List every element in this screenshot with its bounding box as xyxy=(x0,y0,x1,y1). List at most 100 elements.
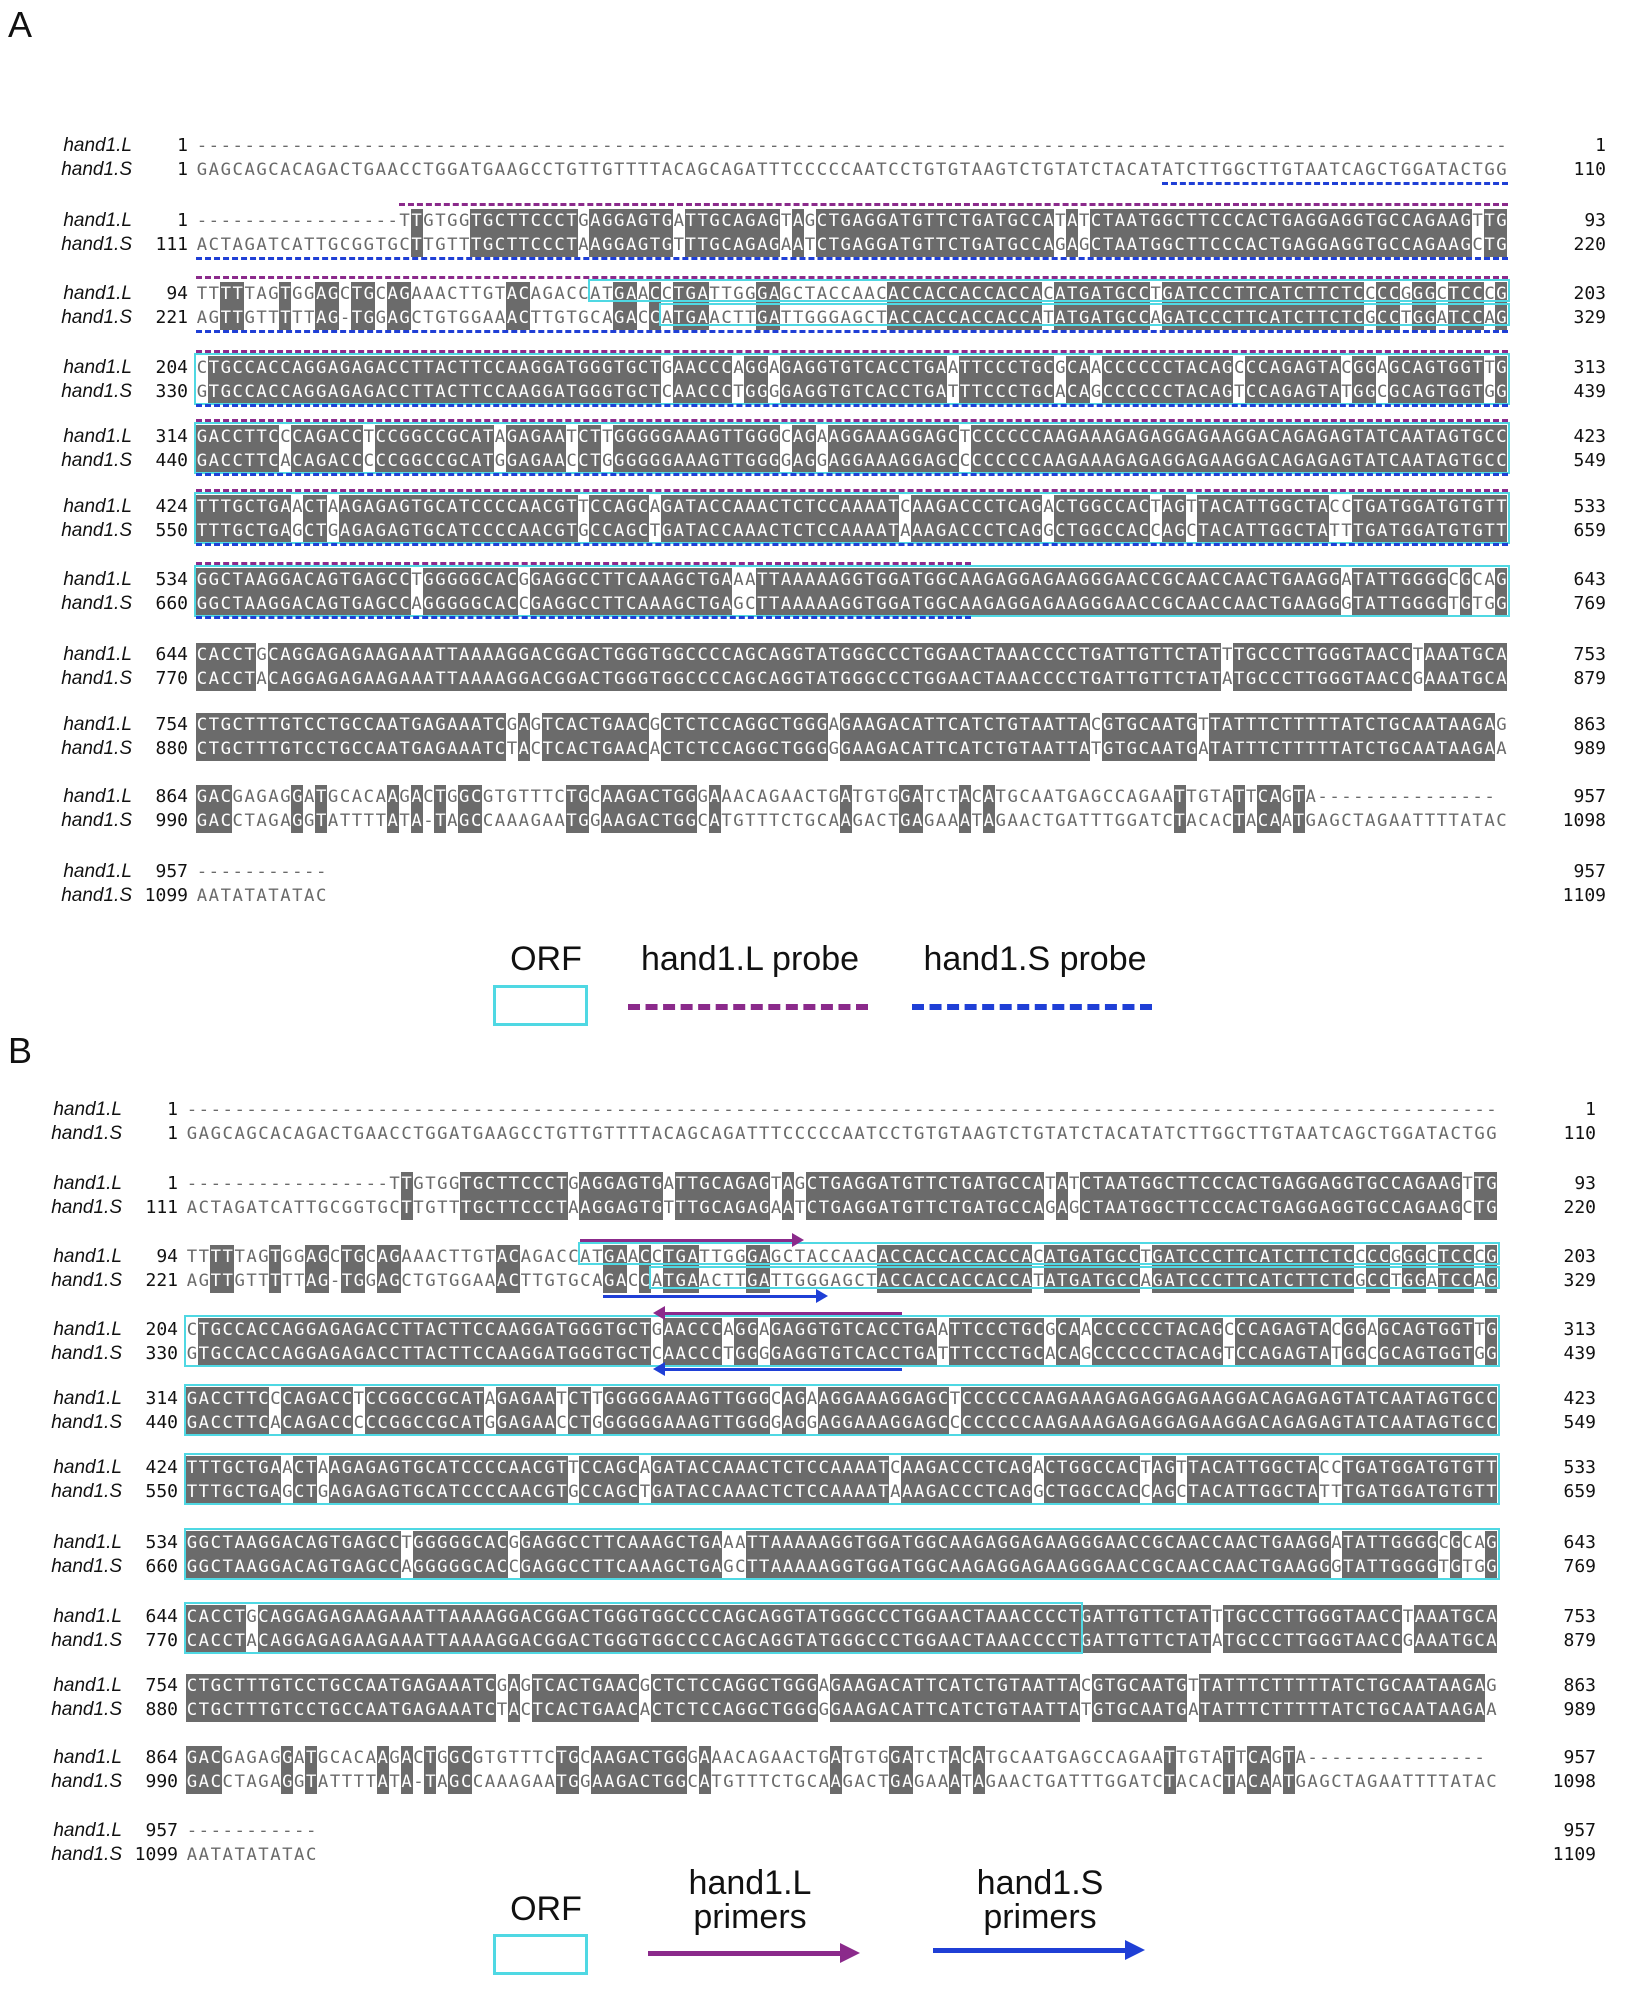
hand1-s-reverse-primer-arrow xyxy=(653,1362,902,1376)
end-position: 659 xyxy=(1563,1481,1596,1502)
start-position: 644 xyxy=(145,1606,178,1627)
end-position: 659 xyxy=(1573,520,1606,541)
alignment-row-l: hand1.L 754 CTGCTTTGTCCTGCCAATGAGAAATCGAGT… xyxy=(0,713,1630,737)
alignment-row-s: hand1.S 880 CTGCTTTGTCCTGCCAATGAGAAATCTACT… xyxy=(0,737,1630,761)
alignment-row-s: hand1.S 1099 AATATATATAC 1109 xyxy=(0,1843,1630,1867)
alignment-row-s: hand1.S 221 AGTTGTTTTTAG-TGGAGCTGTGGAAACTT… xyxy=(0,306,1630,330)
legend-s-probe-label: hand1.S probe xyxy=(923,940,1147,978)
start-position: 1099 xyxy=(134,1844,178,1865)
start-position: 550 xyxy=(145,1481,178,1502)
start-position: 204 xyxy=(155,357,188,378)
sequence-name: hand1.L xyxy=(63,569,132,590)
start-position: 864 xyxy=(145,1747,178,1768)
sequence-text: ----------------------------------------… xyxy=(186,1100,1497,1120)
alignment-row-l: hand1.L 94 TTTTTAGTGGAGCTGCAGAAACTTGTACAGA… xyxy=(0,282,1630,306)
legend-orf-label: ORF xyxy=(510,940,582,978)
sequence-name: hand1.L xyxy=(63,283,132,304)
alignment-row-l: hand1.L 754 CTGCTTTGTCCTGCCAATGAGAAATCGAGT… xyxy=(0,1674,1630,1698)
sequence-text: GTGCCACCAGGAGAGACCTTACTTCCAAGGATGGGTGCTC… xyxy=(196,380,1508,404)
sequence-name: hand1.S xyxy=(51,1123,122,1144)
sequence-name: hand1.L xyxy=(63,135,132,156)
end-position: 863 xyxy=(1563,1675,1596,1696)
panel-label-b: B xyxy=(8,1030,33,1071)
sequence-text: GACCTTCCCAGACCTCCGGCCGCATAGAGAATCTTGGGGG… xyxy=(196,425,1508,449)
sequence-name: hand1.S xyxy=(51,1556,122,1577)
sequence-text: -----------------TTGTGGTGCTTCCCTGAGGAGTG… xyxy=(186,1172,1498,1196)
sequence-text: GGCTAAGGACAGTGAGCCAGGGGGCACCGAGGCCTTCAAA… xyxy=(186,1555,1498,1579)
start-position: 111 xyxy=(145,1197,178,1218)
alignment-row-l: hand1.L 94 TTTTTAGTGGAGCTGCAGAAACTTGTACAGA… xyxy=(0,1245,1630,1269)
sequence-name: hand1.S xyxy=(61,885,132,906)
hand1-s-probe-line xyxy=(1162,182,1508,185)
sequence-text: GAGCAGCACAGACTGAACCTGGATGAAGCCTGTTGTTTTA… xyxy=(186,1124,1497,1144)
sequence-text: CACCTACAGGAGAGAAGAAATTAAAAGGACGGACTGGGTG… xyxy=(196,667,1508,691)
end-position: 769 xyxy=(1563,1556,1596,1577)
sequence-text: GGCTAAGGACAGTGAGCCAGGGGGCACCGAGGCCTTCAAA… xyxy=(196,592,1508,616)
hand1-l-reverse-primer-arrow xyxy=(653,1306,902,1320)
sequence-name: hand1.S xyxy=(61,159,132,180)
sequence-name: hand1.L xyxy=(53,1457,122,1478)
end-position: 1 xyxy=(1595,135,1606,156)
sequence-name: hand1.L xyxy=(63,861,132,882)
legend-l-primers-line2: primers xyxy=(693,1898,807,1936)
end-position: 533 xyxy=(1563,1457,1596,1478)
start-position: 314 xyxy=(145,1388,178,1409)
end-position: 769 xyxy=(1573,593,1606,614)
start-position: 770 xyxy=(155,668,188,689)
sequence-text: ACTAGATCATTGCGGTGCTTGTTTGCTTCCCTAAGGAGTG… xyxy=(186,1196,1498,1220)
sequence-name: hand1.S xyxy=(51,1699,122,1720)
end-position: 1098 xyxy=(1562,810,1606,831)
start-position: 534 xyxy=(155,569,188,590)
sequence-name: hand1.S xyxy=(51,1270,122,1291)
start-position: 330 xyxy=(155,381,188,402)
sequence-name: hand1.L xyxy=(63,357,132,378)
sequence-text: GACGAGAGGATGCACAAGACTGGCGTGTTTCTGCAAGACT… xyxy=(186,1746,1485,1770)
end-position: 989 xyxy=(1563,1699,1596,1720)
end-position: 203 xyxy=(1573,283,1606,304)
sequence-text: TTTGCTGAACTAAGAGAGTGCATCCCCAACGTTCCAGCAG… xyxy=(196,495,1508,519)
start-position: 660 xyxy=(155,593,188,614)
alignment-row-l: hand1.L 314 GACCTTCCCAGACCTCCGGCCGCATAGAGA… xyxy=(0,425,1630,449)
start-position: 94 xyxy=(166,283,188,304)
sequence-text: CACCTGCAGGAGAGAAGAAATTAAAAGGACGGACTGGGTG… xyxy=(186,1605,1498,1629)
start-position: 957 xyxy=(155,861,188,882)
start-position: 1 xyxy=(177,135,188,156)
start-position: 880 xyxy=(145,1699,178,1720)
sequence-name: hand1.S xyxy=(61,381,132,402)
hand1-s-probe-line xyxy=(196,404,1508,407)
start-position: 644 xyxy=(155,644,188,665)
sequence-name: hand1.S xyxy=(61,593,132,614)
sequence-name: hand1.S xyxy=(51,1844,122,1865)
hand1-s-probe-line xyxy=(196,616,972,619)
legend-s-primers-arrow xyxy=(933,1940,1145,1960)
sequence-name: hand1.S xyxy=(51,1481,122,1502)
alignment-row-l: hand1.L 957 ----------- 957 xyxy=(0,1819,1630,1843)
alignment-row-l: hand1.L 644 CACCTGCAGGAGAGAAGAAATTAAAAGGAC… xyxy=(0,1605,1630,1629)
start-position: 440 xyxy=(145,1412,178,1433)
alignment-row-s: hand1.S 111 ACTAGATCATTGCGGTGCTTGTTTGCTTCC… xyxy=(0,233,1630,257)
alignment-row-s: hand1.S 770 CACCTACAGGAGAGAAGAAATTAAAAGGAC… xyxy=(0,1629,1630,1653)
hand1-s-probe-line xyxy=(196,257,1508,260)
sequence-name: hand1.L xyxy=(63,426,132,447)
end-position: 203 xyxy=(1563,1246,1596,1267)
alignment-row-s: hand1.S 550 TTTGCTGAGCTGAGAGAGTGCATCCCCAAC… xyxy=(0,519,1630,543)
hand1-l-probe-line xyxy=(196,562,972,565)
start-position: 424 xyxy=(145,1457,178,1478)
sequence-name: hand1.S xyxy=(61,668,132,689)
alignment-row-s: hand1.S 660 GGCTAAGGACAGTGAGCCAGGGGGCACCGA… xyxy=(0,592,1630,616)
legend-s-primers-line1: hand1.S xyxy=(976,1864,1104,1902)
alignment-row-s: hand1.S 330 GTGCCACCAGGAGAGACCTTACTTCCAAGG… xyxy=(0,380,1630,404)
sequence-text: CACCTACAGGAGAGAAGAAATTAAAAGGACGGACTGGGTG… xyxy=(186,1629,1498,1653)
sequence-name: hand1.L xyxy=(63,496,132,517)
alignment-row-s: hand1.S 1 GAGCAGCACAGACTGAACCTGGATGAAGCCTG… xyxy=(0,158,1630,182)
alignment-row-s: hand1.S 550 TTTGCTGAGCTGAGAGAGTGCATCCCCAAC… xyxy=(0,1480,1630,1504)
end-position: 439 xyxy=(1573,381,1606,402)
alignment-row-l: hand1.L 424 TTTGCTGAACTAAGAGAGTGCATCCCCAAC… xyxy=(0,1456,1630,1480)
sequence-text: TTTTTAGTGGAGCTGCAGAAACTTGTACAGACCATGAACC… xyxy=(196,282,1508,306)
alignment-row-s: hand1.S 990 GACCTAGAGGTATTTTATA-TAGCCAAAGA… xyxy=(0,1770,1630,1794)
sequence-name: hand1.L xyxy=(63,644,132,665)
sequence-name: hand1.L xyxy=(63,714,132,735)
end-position: 549 xyxy=(1563,1412,1596,1433)
end-position: 313 xyxy=(1573,357,1606,378)
sequence-name: hand1.S xyxy=(61,450,132,471)
